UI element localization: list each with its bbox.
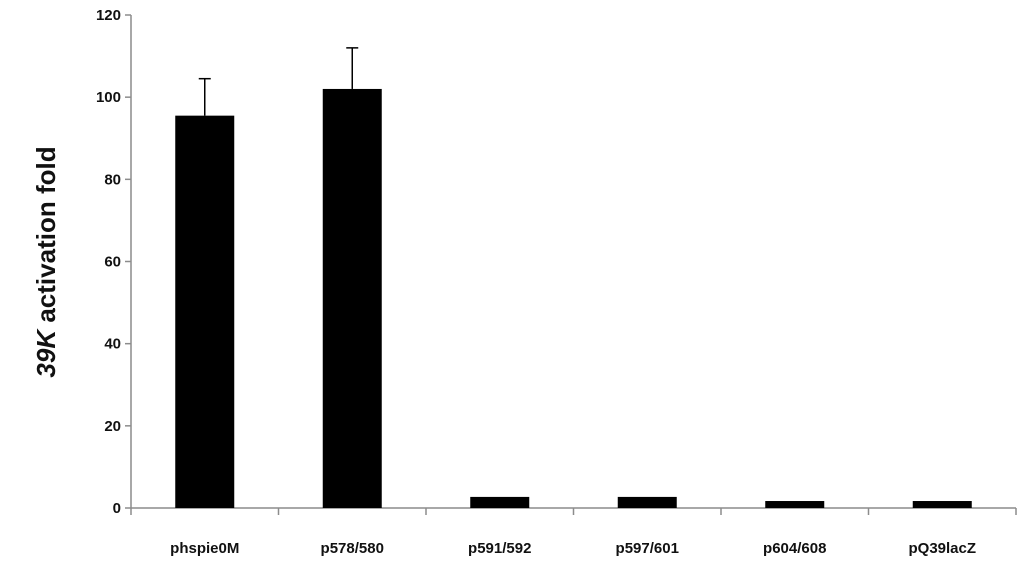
bar [175, 115, 235, 508]
bar [322, 88, 382, 508]
y-axis-label-gene: 39K [31, 328, 61, 378]
y-tick-label: 60 [104, 254, 121, 271]
bar [912, 501, 972, 508]
x-category-label: p578/580 [321, 540, 384, 557]
y-tick-label: 40 [104, 336, 121, 353]
y-axis-label-text: activation fold [31, 146, 61, 329]
x-category-label: phspie0M [170, 540, 239, 557]
bar [470, 496, 530, 508]
bar [617, 496, 677, 508]
x-category-label: p591/592 [468, 540, 531, 557]
bar [765, 501, 825, 508]
labels: 0 20 40 60 80 100 120 phspie0M p578/580 p591/592 p… [96, 7, 976, 557]
bars [175, 47, 972, 508]
y-tick-label: 100 [96, 89, 121, 106]
y-tick-label: 20 [104, 418, 121, 435]
y-tick-label: 0 [113, 500, 121, 517]
y-tick-label: 120 [96, 7, 121, 24]
x-category-label: p604/608 [763, 540, 826, 557]
x-category-label: p597/601 [616, 540, 679, 557]
y-tick-label: 80 [104, 171, 121, 188]
x-category-label: pQ39lacZ [908, 540, 976, 557]
axes [125, 14, 1017, 515]
y-axis-label: 39K activation fold [31, 146, 61, 377]
